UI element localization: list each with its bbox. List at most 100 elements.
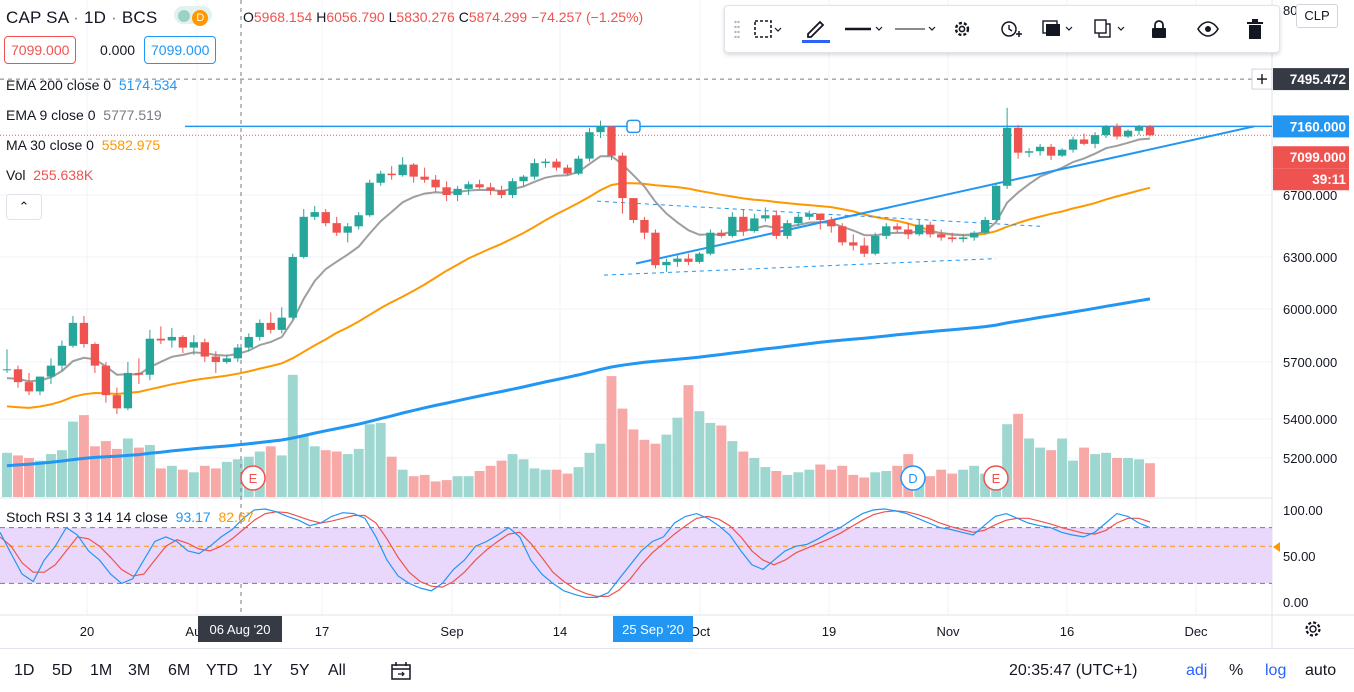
candle xyxy=(464,181,473,195)
price-tick-label: 6300.000 xyxy=(1283,250,1337,265)
add-level-button[interactable] xyxy=(1251,68,1273,90)
candle-body xyxy=(343,226,352,233)
candle xyxy=(958,234,968,243)
pencil-icon[interactable] xyxy=(795,6,837,52)
volume-bar xyxy=(35,460,45,497)
crosshair-price-label: 7495.472 xyxy=(1273,68,1349,91)
indicator-ma30[interactable]: MA 30 close 0 5582.975 xyxy=(6,137,161,153)
event-marker[interactable]: E xyxy=(240,465,266,491)
volume-bar xyxy=(375,422,386,497)
candle-body xyxy=(178,336,188,348)
range-button-3m[interactable]: 3M xyxy=(128,662,151,679)
candle-body xyxy=(409,164,418,177)
volume-bar xyxy=(1123,458,1133,497)
visibility-eye-icon[interactable] xyxy=(1191,6,1225,52)
clone-icon[interactable] xyxy=(1089,6,1133,52)
drag-handle-icon[interactable] xyxy=(729,6,745,52)
price-label-bg xyxy=(1273,146,1349,169)
range-button-all[interactable]: All xyxy=(328,662,346,679)
range-button-ytd[interactable]: YTD xyxy=(206,662,238,679)
collapse-legend-button[interactable]: ⌃ xyxy=(6,194,42,220)
price-label-bg xyxy=(1273,168,1349,191)
indicator-volume[interactable]: Vol 255.638K xyxy=(6,167,94,183)
candle-body xyxy=(893,226,902,230)
volume-bar xyxy=(518,459,529,497)
candle-body xyxy=(541,161,550,164)
candle xyxy=(783,219,792,240)
line-anchor-handle[interactable] xyxy=(626,119,641,134)
range-button-1y[interactable]: 1Y xyxy=(253,662,273,679)
candle-body xyxy=(46,365,56,377)
drawing-toolbar[interactable] xyxy=(724,5,1280,53)
volume-bar xyxy=(111,448,122,497)
indicator-ema200[interactable]: EMA 200 close 0 5174.534 xyxy=(6,77,178,93)
event-marker-circle xyxy=(900,465,926,491)
volume-bar xyxy=(683,385,694,497)
sell-price-button[interactable]: 7099.000 xyxy=(4,36,77,64)
lock-icon[interactable] xyxy=(1143,6,1175,52)
candle xyxy=(519,175,528,186)
volume-bar xyxy=(727,441,738,497)
candle-body xyxy=(969,232,979,238)
select-area-icon[interactable] xyxy=(747,6,787,52)
goto-date-calendar-icon[interactable] xyxy=(390,661,412,681)
log-toggle[interactable]: log xyxy=(1265,662,1287,679)
auto-toggle[interactable]: auto xyxy=(1305,662,1337,679)
stoch-tick-label: 0.00 xyxy=(1283,595,1308,610)
volume-bar xyxy=(1112,458,1122,497)
price-label-bg xyxy=(1273,115,1349,138)
trend-drawings[interactable] xyxy=(0,0,1272,615)
range-button-1d[interactable]: 1D xyxy=(14,662,35,679)
symbol-title[interactable]: CAP SA · 1D · BCS D xyxy=(6,6,213,28)
candle-body xyxy=(1123,130,1133,137)
candle-body xyxy=(1024,151,1034,153)
volume-bar xyxy=(496,460,507,497)
candle-body xyxy=(310,212,319,217)
event-marker-circle xyxy=(983,465,1009,491)
candle xyxy=(882,223,891,240)
trash-icon[interactable] xyxy=(1239,6,1271,52)
buy-price-button[interactable]: 7099.000 xyxy=(144,36,217,64)
candle-body xyxy=(79,322,89,345)
volume-bar xyxy=(320,450,331,497)
candle xyxy=(980,216,990,235)
candle xyxy=(871,232,880,256)
stoch-rsi-legend[interactable]: Stoch RSI 3 3 14 14 close 93.17 82.67 xyxy=(6,509,254,525)
candle xyxy=(266,312,275,334)
candle-body xyxy=(827,219,836,227)
candle-body xyxy=(211,356,220,362)
candle xyxy=(288,253,297,320)
candle xyxy=(849,234,858,251)
currency-button[interactable]: CLP xyxy=(1296,4,1338,28)
adj-toggle[interactable]: adj xyxy=(1186,662,1208,679)
settings-gear-icon[interactable] xyxy=(947,6,977,52)
chart-settings-gear-icon[interactable] xyxy=(1302,618,1324,640)
range-button-6m[interactable]: 6M xyxy=(168,662,191,679)
volume-bar xyxy=(122,438,133,497)
candle-body xyxy=(123,372,133,409)
line-width-icon[interactable] xyxy=(891,6,939,52)
template-icon[interactable] xyxy=(1037,6,1081,52)
volume-bar xyxy=(694,411,705,497)
indicator-ema9[interactable]: EMA 9 close 0 5777.519 xyxy=(6,107,162,123)
alert-add-icon[interactable] xyxy=(991,6,1031,52)
candle-body xyxy=(695,253,704,262)
percent-toggle[interactable]: % xyxy=(1229,662,1244,679)
volume-bar xyxy=(782,474,793,497)
candle-body xyxy=(519,176,528,182)
volume-bar xyxy=(408,476,419,497)
candle xyxy=(57,340,67,372)
candle-body xyxy=(398,164,407,176)
range-button-5d[interactable]: 5D xyxy=(52,662,73,679)
candle-body xyxy=(1057,149,1067,156)
market-status-badge[interactable]: D xyxy=(174,6,213,26)
interval: 1D xyxy=(84,8,107,27)
event-marker[interactable]: D xyxy=(900,465,926,491)
range-button-5y[interactable]: 5Y xyxy=(290,662,310,679)
clock-timezone[interactable]: 20:35:47 (UTC+1) xyxy=(1009,662,1138,679)
range-button-1m[interactable]: 1M xyxy=(90,662,113,679)
line-style-icon[interactable] xyxy=(841,6,887,52)
event-marker[interactable]: E xyxy=(983,465,1009,491)
